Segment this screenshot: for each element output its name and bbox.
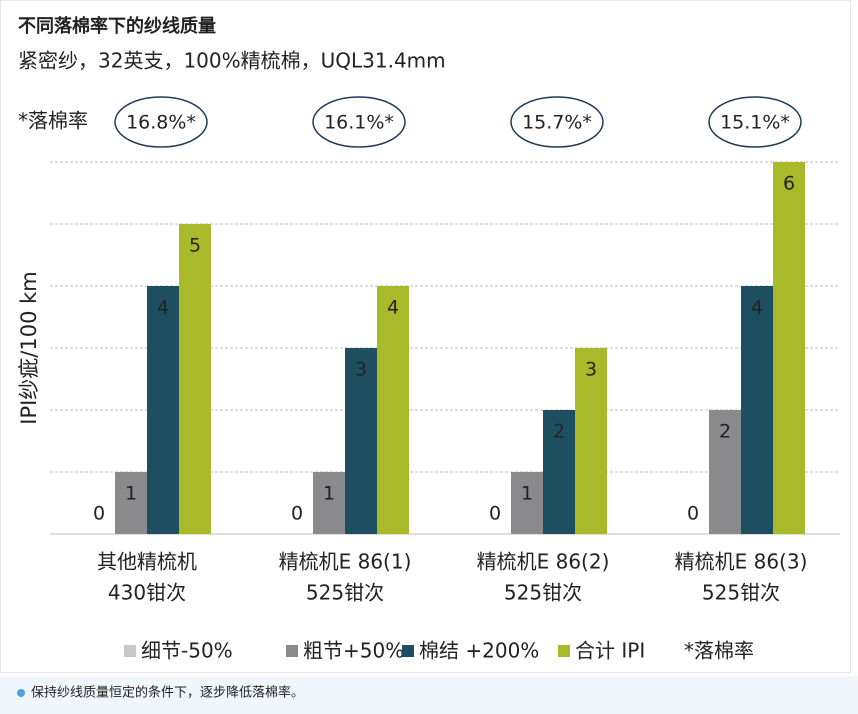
rate-ellipse (510, 96, 604, 148)
bar (741, 286, 773, 534)
bar (179, 224, 211, 534)
legend-swatch (558, 645, 570, 657)
legend-label: 棉结 +200% (419, 639, 539, 663)
data-label: 4 (387, 297, 399, 319)
data-label: 1 (125, 483, 137, 505)
rate-annotation: 16.1%* (324, 112, 394, 134)
x-tick-label: 525钳次 (306, 581, 384, 605)
data-label: 6 (783, 173, 795, 195)
data-label: 0 (291, 503, 303, 525)
x-tick-label: 精梳机E 86(1) (279, 550, 412, 574)
data-label: 0 (93, 503, 105, 525)
chart-subtitle: 紧密纱，32英支，100%精梳棉，UQL31.4mm (18, 49, 446, 73)
legend-label: 粗节+50% (303, 639, 404, 663)
legend-swatch (124, 645, 136, 657)
rate-label: *落棉率 (18, 109, 88, 133)
data-label: 1 (323, 483, 335, 505)
x-tick-label: 精梳机E 86(3) (675, 550, 808, 574)
chart-title: 不同落棉率下的纱线质量 (18, 15, 216, 37)
rate-ellipse (114, 96, 208, 148)
legend-swatch (286, 645, 298, 657)
data-label: 1 (521, 483, 533, 505)
data-label: 2 (553, 421, 565, 443)
x-tick-label: 430钳次 (108, 581, 186, 605)
x-tick-label: 525钳次 (702, 581, 780, 605)
legend-label: 合计 IPI (575, 639, 645, 663)
footnote-bullet (17, 689, 25, 697)
data-label: 3 (585, 359, 597, 381)
x-tick-label: 精梳机E 86(2) (477, 550, 610, 574)
legend-label: 细节-50% (141, 639, 233, 663)
footnote-band (0, 676, 858, 714)
data-label: 0 (489, 503, 501, 525)
chart-frame (0, 0, 851, 673)
data-label: 4 (751, 297, 763, 319)
bar (773, 162, 805, 534)
bar (709, 410, 741, 534)
bar (345, 348, 377, 534)
rate-ellipse (312, 96, 406, 148)
data-label: 4 (157, 297, 169, 319)
y-axis-label: IPI纱疵/100 km (17, 271, 41, 425)
x-tick-label: 其他精梳机 (97, 550, 197, 574)
bar (147, 286, 179, 534)
rate-annotation: 15.1%* (720, 112, 790, 134)
bar (543, 410, 575, 534)
footnote: 保持纱线质量恒定的条件下，逐步降低落棉率。 (31, 685, 304, 701)
data-label: 3 (355, 359, 367, 381)
bar (313, 472, 345, 534)
bar (377, 286, 409, 534)
rate-ellipse (708, 96, 802, 148)
rate-annotation: 16.8%* (126, 112, 196, 134)
rate-annotation: 15.7%* (522, 112, 592, 134)
bar (511, 472, 543, 534)
legend-swatch (402, 645, 414, 657)
data-label: 0 (687, 503, 699, 525)
data-label: 5 (189, 235, 201, 257)
bar (115, 472, 147, 534)
legend-label: *落棉率 (684, 639, 754, 663)
bar (575, 348, 607, 534)
x-tick-label: 525钳次 (504, 581, 582, 605)
data-label: 2 (719, 421, 731, 443)
